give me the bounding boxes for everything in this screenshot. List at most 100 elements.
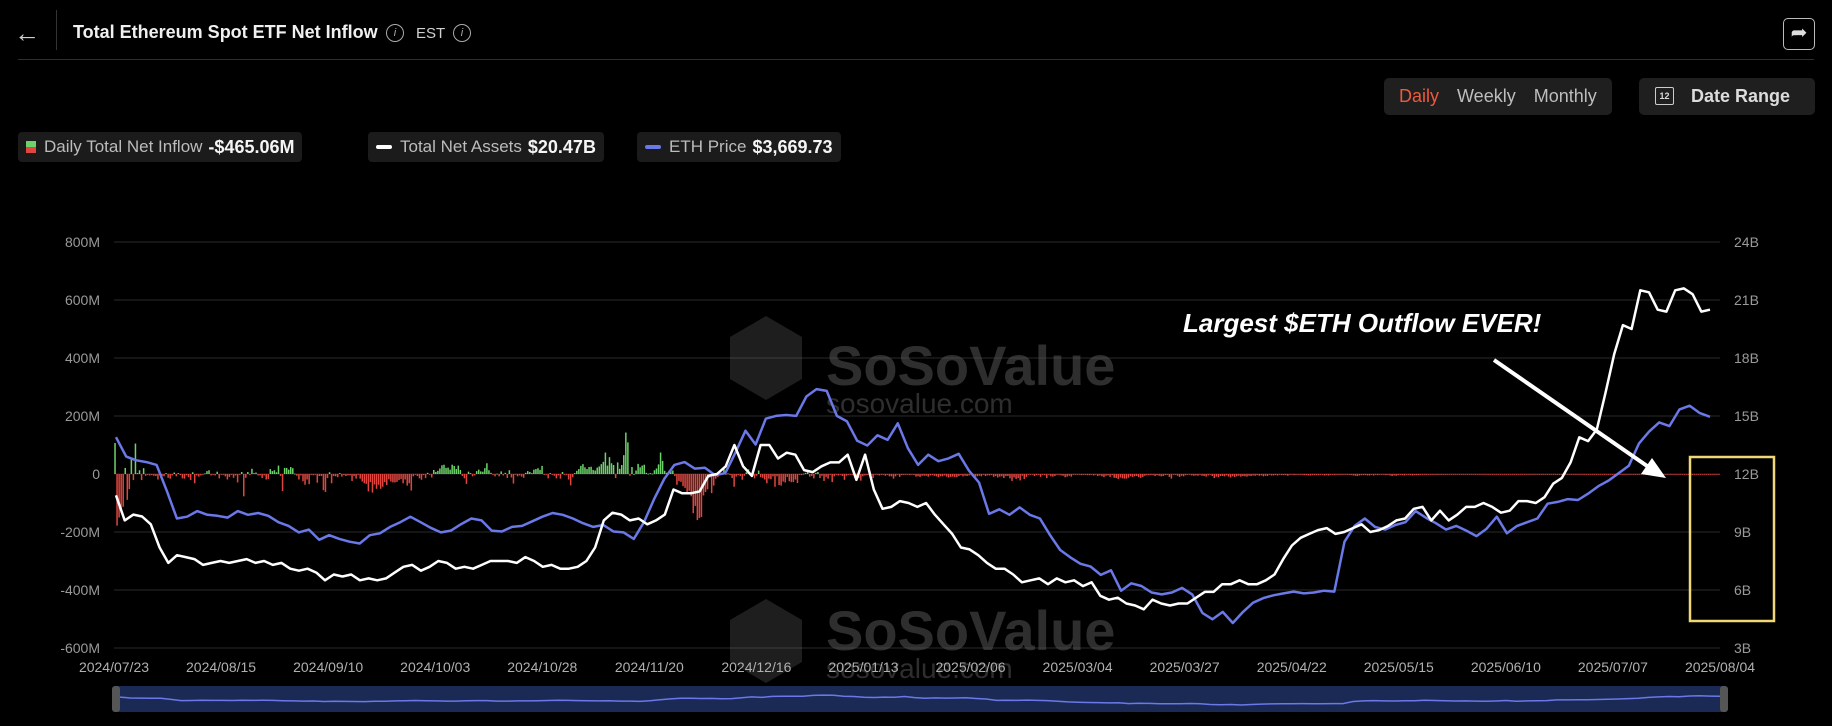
bar <box>1001 474 1003 477</box>
period-daily-button[interactable]: Daily <box>1399 86 1440 106</box>
bar <box>774 474 776 487</box>
bar <box>490 472 492 474</box>
range-handle-right[interactable] <box>1720 686 1728 712</box>
bar <box>829 474 831 475</box>
bar <box>1229 474 1232 478</box>
bar <box>1710 474 1712 475</box>
bar <box>588 467 590 474</box>
bar <box>140 474 143 481</box>
date-range-button[interactable]: 12 Date Range <box>1639 78 1815 115</box>
share-icon[interactable]: ➦ <box>1783 18 1815 50</box>
bar <box>261 474 263 479</box>
bar <box>1491 474 1493 475</box>
bar <box>1266 474 1269 477</box>
bar <box>996 474 999 478</box>
bar <box>931 474 934 476</box>
bar <box>1464 474 1467 475</box>
bar <box>1113 474 1115 478</box>
bar <box>165 473 167 474</box>
bar <box>1524 474 1526 475</box>
timezone-label[interactable]: EST <box>416 25 446 42</box>
bar <box>1669 474 1671 475</box>
bar <box>222 474 225 475</box>
bar <box>710 474 713 494</box>
bar <box>328 472 331 474</box>
bar <box>943 474 946 476</box>
bar <box>275 472 278 474</box>
legend-eth-price[interactable]: ETH Price $3,669.73 <box>637 132 841 162</box>
bar <box>336 474 339 478</box>
bar <box>543 474 545 475</box>
bar <box>694 474 697 506</box>
bar <box>1421 474 1424 475</box>
bar <box>743 474 746 476</box>
legend-total-net-assets[interactable]: Total Net Assets $20.47B <box>368 132 604 162</box>
bar <box>608 457 611 474</box>
left-tick-label: 800M <box>65 234 100 250</box>
bar <box>1201 474 1203 476</box>
right-tick-label: 3B <box>1734 640 1751 656</box>
bar <box>1714 474 1716 475</box>
bar <box>234 474 237 476</box>
bar <box>439 468 441 474</box>
bar <box>443 464 445 474</box>
bar <box>737 474 739 476</box>
bar <box>1458 474 1461 475</box>
bar <box>639 467 641 474</box>
bar <box>539 469 541 474</box>
line-series <box>114 287 1711 625</box>
bar <box>359 474 361 479</box>
bar <box>735 474 737 477</box>
bar <box>798 474 801 475</box>
bar <box>1470 474 1473 475</box>
bar <box>1419 474 1422 475</box>
legend-value: -$465.06M <box>208 136 295 157</box>
legend-daily-net-inflow[interactable]: Daily Total Net Inflow -$465.06M <box>18 132 303 162</box>
bar <box>1487 474 1489 475</box>
bar <box>616 462 619 474</box>
bar <box>496 473 498 475</box>
bar <box>527 471 529 474</box>
bar <box>255 472 257 474</box>
bar <box>1379 474 1381 475</box>
range-handle-left[interactable] <box>112 686 120 712</box>
bar <box>486 463 488 474</box>
bar <box>435 471 437 474</box>
bar <box>175 474 178 477</box>
bar <box>643 464 645 474</box>
bar <box>1033 474 1036 477</box>
bar <box>1614 474 1616 475</box>
info-icon[interactable]: i <box>386 24 404 42</box>
right-tick-label: 18B <box>1734 350 1759 366</box>
range-navigator[interactable] <box>112 686 1728 712</box>
bar <box>700 474 703 517</box>
x-tick-label: 2024/10/03 <box>400 659 470 675</box>
right-tick-label: 24B <box>1734 234 1759 250</box>
bar <box>1511 474 1514 475</box>
bar <box>815 472 817 474</box>
bar <box>471 474 474 477</box>
bar <box>1687 474 1690 475</box>
bar <box>949 474 952 477</box>
bar <box>1127 474 1130 478</box>
period-weekly-button[interactable]: Weekly <box>1457 86 1516 106</box>
bar <box>1456 474 1459 475</box>
bar <box>1407 474 1410 475</box>
bar <box>1135 474 1138 477</box>
bar <box>518 474 521 476</box>
bar <box>498 474 500 477</box>
bar <box>851 474 854 475</box>
x-tick-label: 2025/03/04 <box>1043 659 1113 675</box>
bar <box>753 474 756 479</box>
bar <box>218 474 220 479</box>
bar <box>1309 474 1312 476</box>
bar <box>130 458 133 474</box>
bar <box>1493 474 1495 475</box>
bar <box>866 474 868 476</box>
bar <box>516 474 519 477</box>
period-monthly-button[interactable]: Monthly <box>1533 86 1597 106</box>
bar <box>1513 474 1516 475</box>
timezone-info-icon[interactable]: i <box>453 24 471 42</box>
bar <box>1554 474 1557 475</box>
arrow-left-icon[interactable]: ← <box>14 18 40 48</box>
